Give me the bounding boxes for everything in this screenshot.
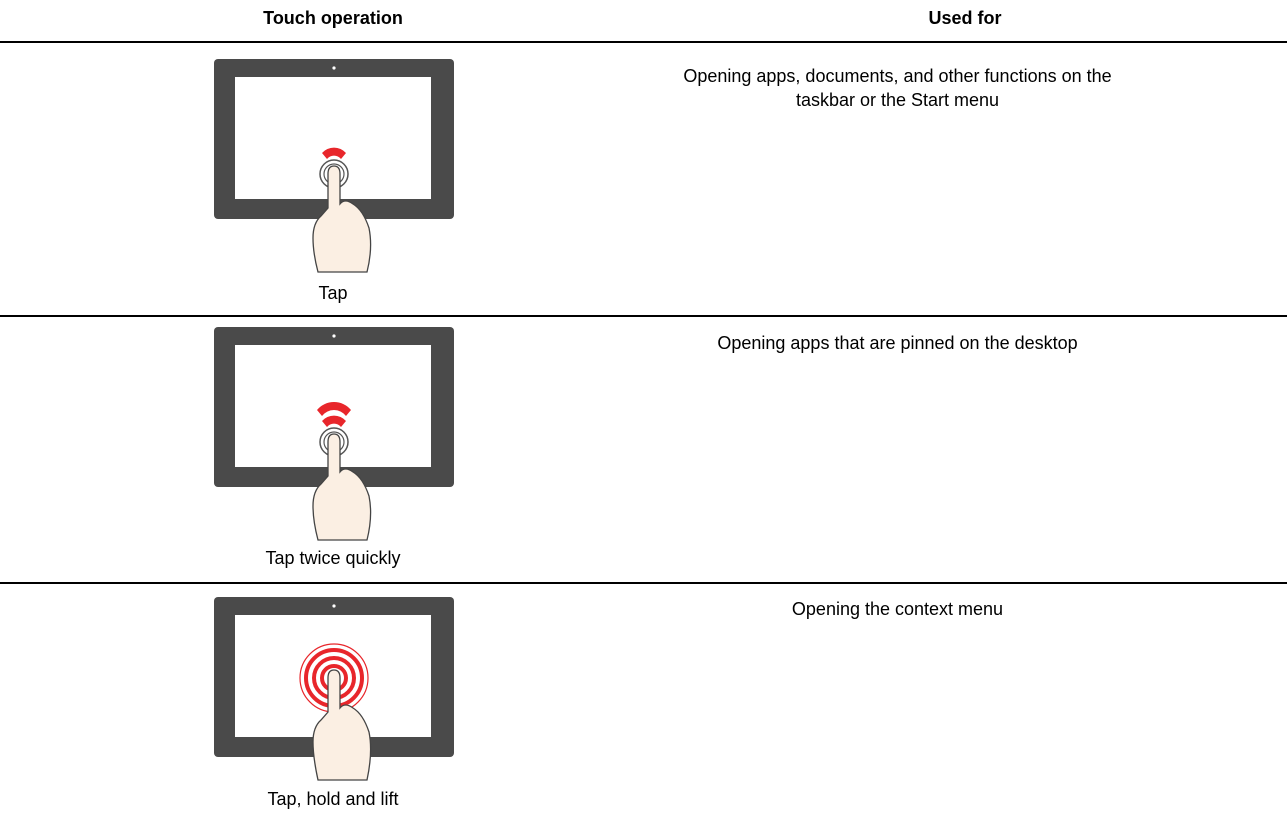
usage-text: Opening the context menu (791, 599, 1004, 619)
usage-text: Opening apps that are pinned on the desk… (717, 333, 1078, 353)
divider (0, 41, 1287, 43)
divider (0, 315, 1287, 317)
double-tap-illustration (214, 327, 454, 541)
operation-label: Tap twice quickly (265, 548, 401, 568)
tap-illustration (214, 59, 454, 273)
divider (0, 582, 1287, 584)
hold-illustration (214, 597, 454, 781)
operation-label: Tap, hold and lift (267, 789, 399, 809)
usage-text: Opening apps, documents, and other funct… (683, 66, 1112, 110)
column-header: Used for (928, 8, 1002, 28)
column-header: Touch operation (263, 8, 403, 28)
operation-label: Tap (318, 283, 348, 303)
